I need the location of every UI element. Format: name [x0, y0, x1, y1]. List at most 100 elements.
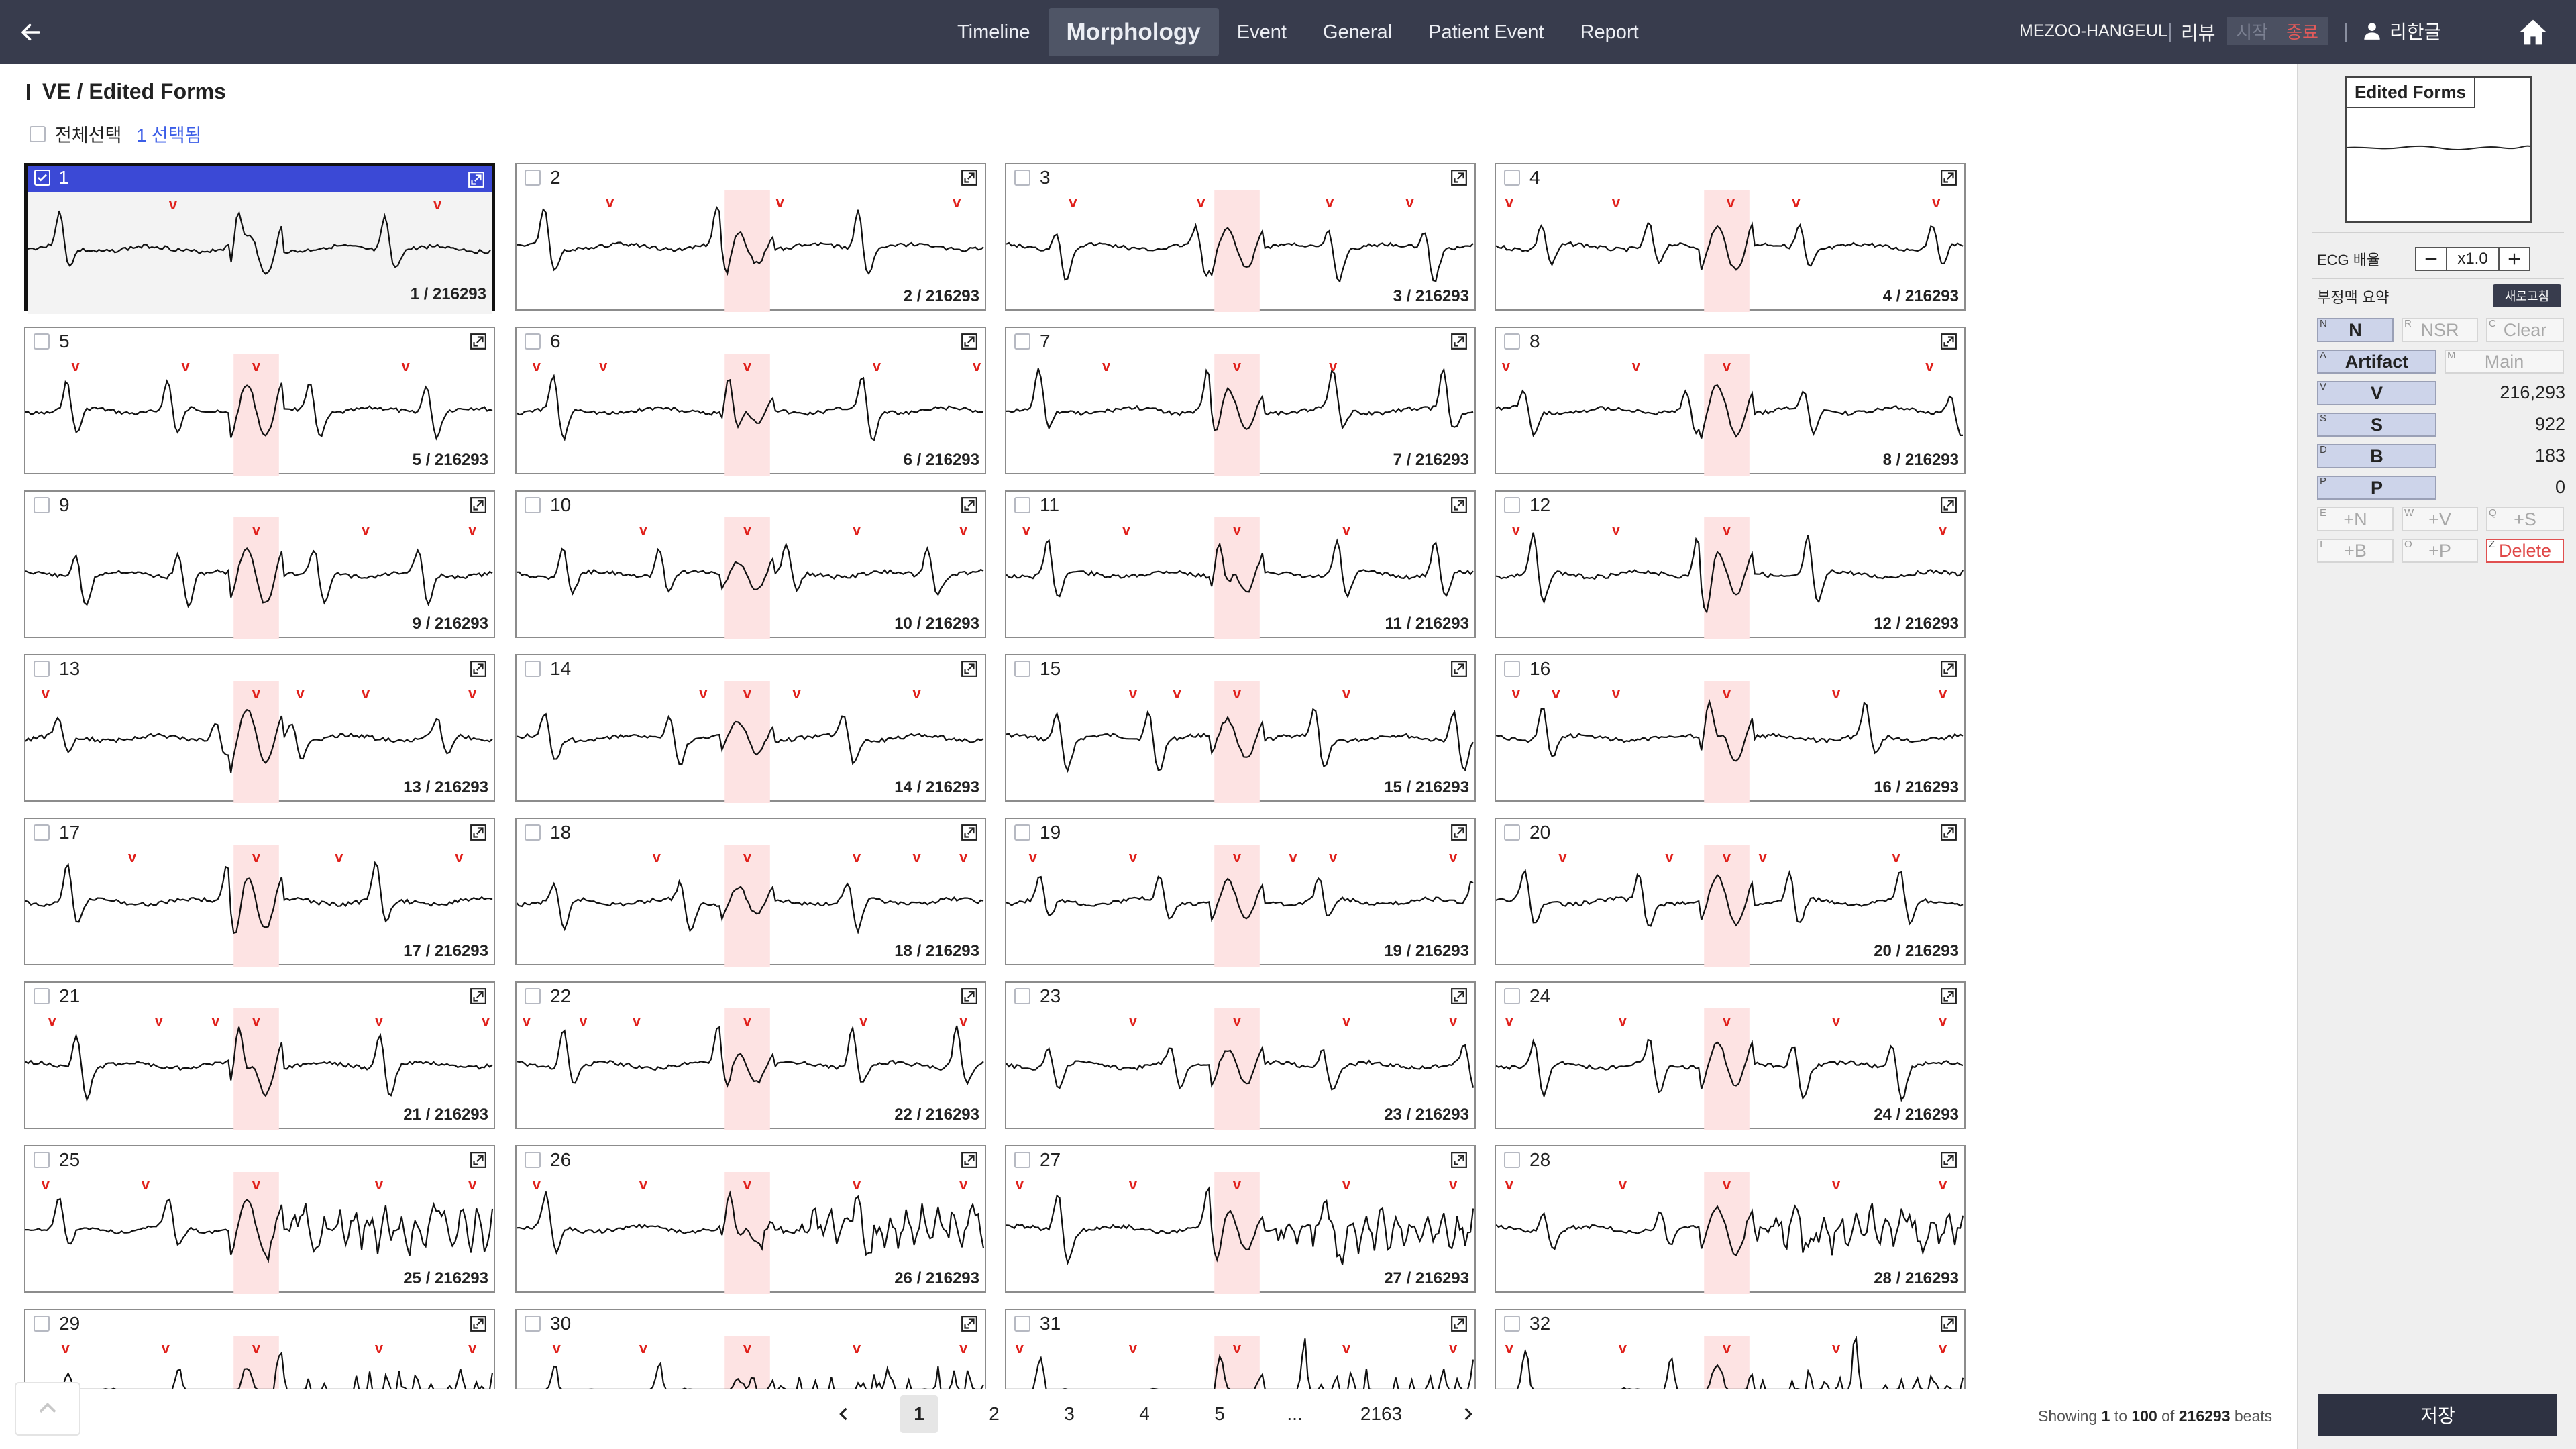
- beat-checkbox[interactable]: [1504, 497, 1520, 513]
- tab-report[interactable]: Report: [1580, 21, 1639, 43]
- beat-checkbox[interactable]: [34, 170, 50, 186]
- expand-icon[interactable]: [1450, 824, 1468, 841]
- beat-checkbox[interactable]: [1014, 170, 1030, 186]
- tab-patient-event[interactable]: Patient Event: [1428, 21, 1544, 43]
- beat-card[interactable]: 8 v v v v 8 / 216293: [1495, 327, 1966, 476]
- expand-icon[interactable]: [1450, 987, 1468, 1005]
- beat-card[interactable]: 16 v v v v v v 16 / 216293: [1495, 654, 1966, 803]
- page-4[interactable]: 4: [1139, 1403, 1150, 1424]
- beat-card[interactable]: 18 v v v v v 18 / 216293: [515, 818, 986, 967]
- expand-icon[interactable]: [961, 333, 978, 350]
- tab-general[interactable]: General: [1322, 21, 1393, 43]
- expand-icon[interactable]: [468, 171, 485, 189]
- expand-icon[interactable]: [1940, 660, 1957, 678]
- expand-icon[interactable]: [961, 169, 978, 186]
- beat-checkbox[interactable]: [1014, 824, 1030, 841]
- beat-card[interactable]: 23 v v v v 23 / 216293: [1005, 981, 1476, 1130]
- beat-card[interactable]: 9 v v v 9 / 216293: [24, 490, 495, 639]
- rhythm-nsr-button[interactable]: R NSR: [2402, 318, 2478, 342]
- beat-checkbox[interactable]: [525, 1316, 541, 1332]
- expand-icon[interactable]: [961, 824, 978, 841]
- expand-icon[interactable]: [961, 987, 978, 1005]
- page-2[interactable]: 2: [989, 1403, 1000, 1424]
- add-n-button[interactable]: E +N: [2317, 507, 2394, 531]
- expand-icon[interactable]: [1940, 496, 1957, 514]
- beat-card[interactable]: 24 v v v v v 24 / 216293: [1495, 981, 1966, 1130]
- expand-icon[interactable]: [1940, 1151, 1957, 1169]
- beat-checkbox[interactable]: [34, 661, 50, 677]
- scale-increase-button[interactable]: [2500, 248, 2529, 270]
- beat-card[interactable]: 30 v v v v v: [515, 1309, 986, 1389]
- expand-icon[interactable]: [1450, 1315, 1468, 1332]
- prev-page-button[interactable]: [825, 1395, 863, 1433]
- add-v-button[interactable]: W +V: [2402, 507, 2478, 531]
- beat-card[interactable]: 20 v v v v v 20 / 216293: [1495, 818, 1966, 967]
- beat-card[interactable]: 32 v v v v v: [1495, 1309, 1966, 1389]
- beat-checkbox[interactable]: [34, 988, 50, 1004]
- beat-checkbox[interactable]: [1014, 661, 1030, 677]
- beat-checkbox[interactable]: [1014, 333, 1030, 350]
- review-start-button[interactable]: 시작: [2227, 17, 2277, 45]
- beat-checkbox[interactable]: [525, 824, 541, 841]
- expand-icon[interactable]: [961, 496, 978, 514]
- page-1[interactable]: 1: [900, 1395, 938, 1433]
- beat-checkbox[interactable]: [34, 333, 50, 350]
- beat-card[interactable]: 13 v v v v v 13 / 216293: [24, 654, 495, 803]
- beat-card[interactable]: 29 v v v v v: [24, 1309, 495, 1389]
- delete-button[interactable]: Z Delete: [2486, 539, 2564, 563]
- beat-card[interactable]: 12 v v v v 12 / 216293: [1495, 490, 1966, 639]
- rhythm-main-button[interactable]: M Main: [2445, 350, 2564, 374]
- select-all[interactable]: 전체선택 1 선택됨: [30, 121, 201, 147]
- expand-icon[interactable]: [961, 1315, 978, 1332]
- expand-icon[interactable]: [1450, 169, 1468, 186]
- beat-card[interactable]: 11 v v v v 11 / 216293: [1005, 490, 1476, 639]
- expand-icon[interactable]: [470, 987, 487, 1005]
- beat-card[interactable]: 26 v v v v v 26 / 216293: [515, 1145, 986, 1294]
- beat-checkbox[interactable]: [525, 333, 541, 350]
- beat-checkbox[interactable]: [34, 824, 50, 841]
- tab-timeline[interactable]: Timeline: [957, 21, 1030, 43]
- beat-card[interactable]: 25 v v v v v 25 / 216293: [24, 1145, 495, 1294]
- scroll-top-button[interactable]: [15, 1382, 80, 1436]
- add-s-button[interactable]: Q +S: [2486, 507, 2564, 531]
- expand-icon[interactable]: [470, 333, 487, 350]
- page-last[interactable]: 2163: [1360, 1403, 1403, 1424]
- beat-card[interactable]: 14 v v v v 14 / 216293: [515, 654, 986, 803]
- expand-icon[interactable]: [470, 824, 487, 841]
- beat-card[interactable]: 21 v v v v v v 21 / 216293: [24, 981, 495, 1130]
- next-page-button[interactable]: [1449, 1395, 1487, 1433]
- tab-morphology[interactable]: Morphology: [1048, 8, 1219, 56]
- home-button[interactable]: [2516, 15, 2551, 50]
- expand-icon[interactable]: [470, 1315, 487, 1332]
- beat-checkbox[interactable]: [1014, 1316, 1030, 1332]
- beat-checkbox[interactable]: [1504, 661, 1520, 677]
- page-5[interactable]: 5: [1214, 1403, 1225, 1424]
- beat-card[interactable]: 22 v v v v v v 22 / 216293: [515, 981, 986, 1130]
- scale-decrease-button[interactable]: [2416, 248, 2446, 270]
- expand-icon[interactable]: [961, 1151, 978, 1169]
- expand-icon[interactable]: [470, 1151, 487, 1169]
- beat-checkbox[interactable]: [34, 1316, 50, 1332]
- expand-icon[interactable]: [1450, 496, 1468, 514]
- beat-checkbox[interactable]: [1504, 333, 1520, 350]
- back-button[interactable]: [15, 16, 47, 48]
- beat-checkbox[interactable]: [1014, 988, 1030, 1004]
- beat-checkbox[interactable]: [1504, 1316, 1520, 1332]
- expand-icon[interactable]: [1940, 987, 1957, 1005]
- beat-checkbox[interactable]: [34, 1152, 50, 1168]
- beat-card[interactable]: 15 v v v v 15 / 216293: [1005, 654, 1476, 803]
- beat-card[interactable]: 28 v v v v v 28 / 216293: [1495, 1145, 1966, 1294]
- beat-checkbox[interactable]: [1504, 988, 1520, 1004]
- beat-card[interactable]: 27 v v v v v 27 / 216293: [1005, 1145, 1476, 1294]
- beat-card[interactable]: 31 v v v v v: [1005, 1309, 1476, 1389]
- beat-checkbox[interactable]: [525, 1152, 541, 1168]
- expand-icon[interactable]: [1940, 333, 1957, 350]
